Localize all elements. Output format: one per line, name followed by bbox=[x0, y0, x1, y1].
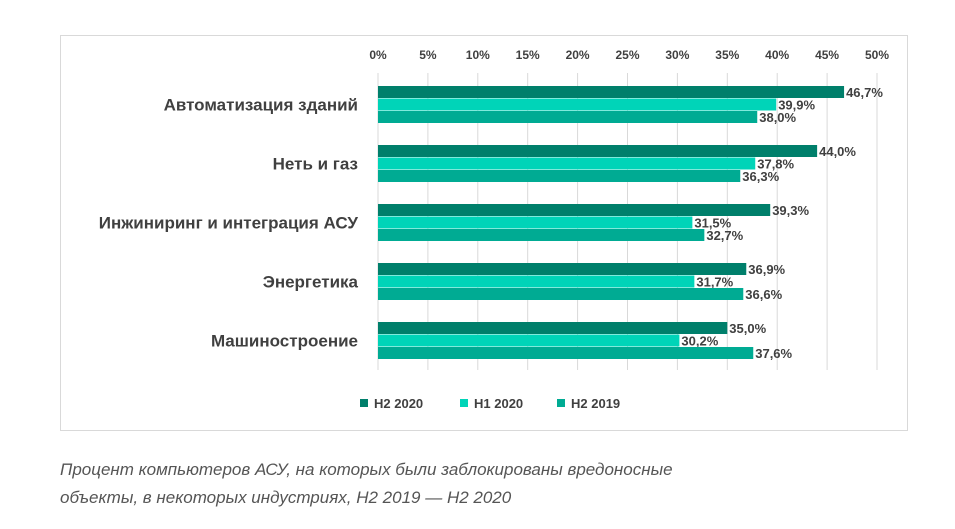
legend-label: H2 2019 bbox=[571, 396, 620, 411]
data-label: 36,3% bbox=[742, 169, 779, 184]
chart-caption: Процент компьютеров АСУ, на которых были… bbox=[60, 456, 880, 512]
caption-line-1: Процент компьютеров АСУ, на которых были… bbox=[60, 460, 673, 479]
bar bbox=[378, 229, 705, 241]
x-tick-label: 0% bbox=[369, 48, 387, 62]
bar bbox=[378, 263, 747, 275]
bar bbox=[378, 111, 758, 123]
data-label: 46,7% bbox=[846, 85, 883, 100]
x-tick-label: 25% bbox=[615, 48, 639, 62]
category-label: Машиностроение bbox=[211, 332, 358, 351]
bar bbox=[378, 216, 693, 229]
bar bbox=[378, 204, 771, 216]
bar bbox=[378, 347, 754, 359]
x-tick-label: 45% bbox=[815, 48, 839, 62]
legend-label: H2 2020 bbox=[374, 396, 423, 411]
caption-line-2: объекты, в некоторых индустриях, H2 2019… bbox=[60, 488, 512, 507]
legend-label: H1 2020 bbox=[474, 396, 523, 411]
bar bbox=[378, 170, 741, 182]
bar bbox=[378, 275, 695, 288]
x-tick-label: 5% bbox=[419, 48, 437, 62]
bar bbox=[378, 334, 680, 347]
data-label: 35,0% bbox=[729, 321, 766, 336]
x-tick-label: 15% bbox=[516, 48, 540, 62]
data-label: 30,2% bbox=[681, 334, 718, 349]
data-label: 38,0% bbox=[759, 110, 796, 125]
data-label: 32,7% bbox=[706, 228, 743, 243]
data-label: 39,9% bbox=[778, 98, 815, 113]
bar bbox=[378, 288, 744, 300]
data-label: 31,5% bbox=[694, 216, 731, 231]
category-label: Инжиниринг и интеграция АСУ bbox=[99, 214, 359, 233]
bar bbox=[378, 98, 777, 111]
bar bbox=[378, 86, 845, 98]
category-label: Автоматизация зданий bbox=[164, 96, 358, 115]
data-label: 36,9% bbox=[748, 262, 785, 277]
x-tick-label: 10% bbox=[466, 48, 490, 62]
bar bbox=[378, 145, 818, 157]
data-label: 44,0% bbox=[819, 144, 856, 159]
x-tick-label: 30% bbox=[665, 48, 689, 62]
bar bbox=[378, 322, 728, 334]
x-tick-label: 50% bbox=[865, 48, 889, 62]
legend-swatch bbox=[460, 399, 468, 407]
data-label: 31,7% bbox=[696, 275, 733, 290]
bar bbox=[378, 157, 756, 170]
legend-swatch bbox=[557, 399, 565, 407]
data-label: 37,8% bbox=[757, 157, 794, 172]
data-label: 39,3% bbox=[772, 203, 809, 218]
category-label: Неть и газ bbox=[273, 155, 358, 174]
x-tick-label: 35% bbox=[715, 48, 739, 62]
category-label: Энергетика bbox=[263, 273, 359, 292]
x-tick-label: 40% bbox=[765, 48, 789, 62]
x-tick-label: 20% bbox=[566, 48, 590, 62]
legend-swatch bbox=[360, 399, 368, 407]
data-label: 37,6% bbox=[755, 346, 792, 361]
data-label: 36,6% bbox=[745, 287, 782, 302]
